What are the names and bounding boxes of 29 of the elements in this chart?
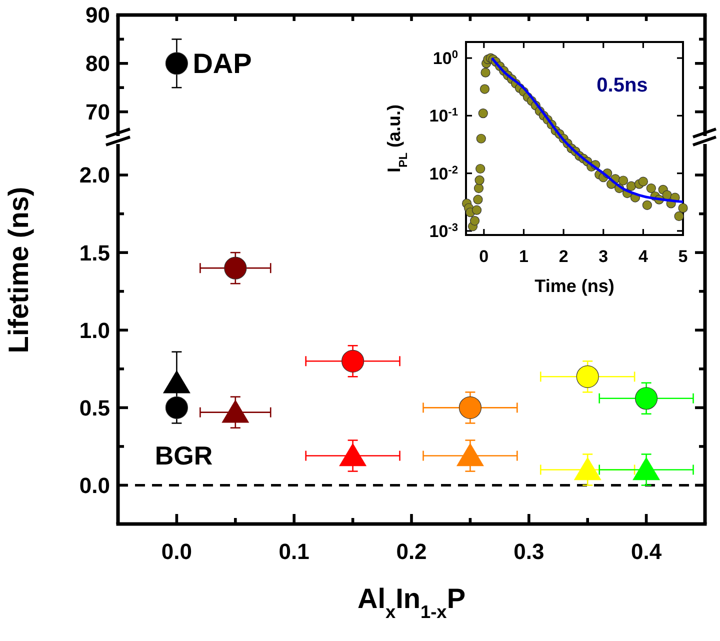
x-tick-label: 0.2 <box>396 539 427 564</box>
x-tick-label: 0.1 <box>278 539 310 564</box>
x-tick-label: 0 <box>479 247 489 266</box>
x-tick-label: 5 <box>678 247 688 266</box>
annotation: BGR <box>154 440 213 471</box>
x-tick-label: 3 <box>598 247 608 266</box>
annotation: DAP <box>192 48 252 80</box>
y-tick-label: 0.5 <box>79 395 110 420</box>
y-tick-label: 10$^{-3}$ <box>429 222 458 241</box>
y-tick-label: 1.0 <box>79 318 110 343</box>
y-tick-label: 1.5 <box>79 240 110 266</box>
annotation: 0.5ns <box>596 74 648 96</box>
y-tick-label: 80 <box>86 51 110 76</box>
x-tick-label: 0.3 <box>514 539 544 564</box>
y-tick-label: 2.0 <box>79 162 110 188</box>
x-tick-label: 2 <box>558 247 568 266</box>
x-tick-label: 1 <box>519 247 528 266</box>
y-tick-label: 10$^{-1}$ <box>429 106 458 126</box>
y-tick-label: 10$^{-2}$ <box>429 164 458 184</box>
y-tick-label: 0.0 <box>79 472 110 498</box>
y-tick-label: 10$^{0}$ <box>432 49 458 68</box>
x-axis-title: Al$_{x}$In$_{1-x}$P <box>358 583 466 622</box>
y-tick-label: 70 <box>86 100 110 124</box>
x-tick-label: 4 <box>638 247 648 266</box>
y-axis-title: Lifetime (ns) <box>3 186 34 354</box>
y-tick-label: 90 <box>86 2 110 28</box>
x-axis-title: Time (ns) <box>534 276 614 296</box>
x-tick-label: 0.0 <box>161 539 192 564</box>
x-tick-label: 0.4 <box>631 539 662 564</box>
